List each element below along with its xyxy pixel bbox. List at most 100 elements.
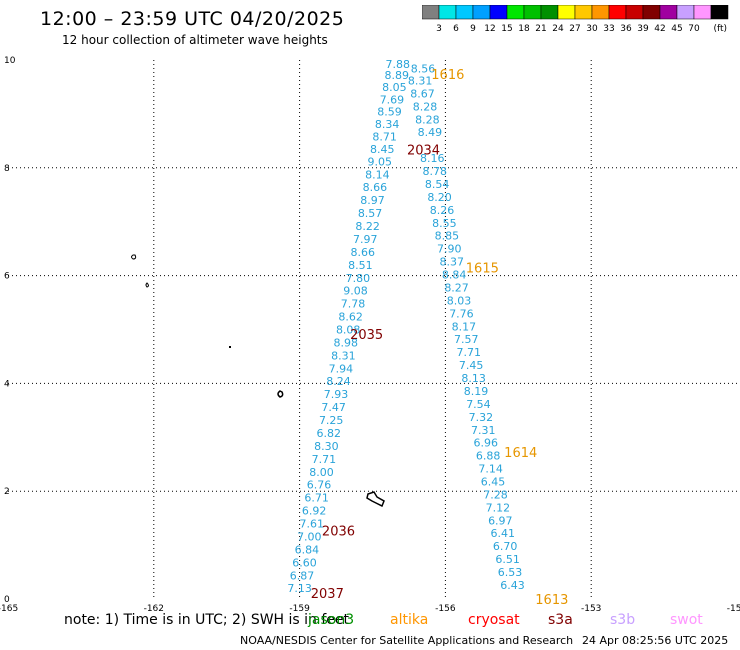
wave-height-label: 8.14 bbox=[365, 168, 390, 181]
wave-height-label: 8.08 bbox=[336, 324, 361, 337]
wave-height-label: 7.25 bbox=[319, 414, 344, 427]
legend-tick-label: 27 bbox=[569, 24, 580, 34]
pass-time-label: 2034 bbox=[407, 143, 440, 158]
lat-tick-label: 8 bbox=[4, 164, 10, 174]
lat-tick-label: 2 bbox=[4, 487, 10, 497]
wave-height-label: 6.60 bbox=[292, 556, 317, 569]
color-scale-legend: 3 6 9 12 15 18 21 24 27 30 33 36 39 42 45 70 (ft) bbox=[422, 5, 729, 34]
wave-height-label: 8.28 bbox=[413, 100, 438, 113]
island-outline bbox=[229, 346, 231, 348]
wave-height-label: 7.57 bbox=[454, 333, 479, 346]
wave-height-label: 8.49 bbox=[418, 126, 443, 139]
wave-height-label: 8.13 bbox=[461, 372, 486, 385]
legend-tick-label: 6 bbox=[453, 24, 459, 34]
wave-height-label: 7.97 bbox=[353, 233, 378, 246]
legend-swatch bbox=[642, 5, 661, 20]
wave-height-label: 7.13 bbox=[287, 582, 312, 595]
wave-height-label: 8.34 bbox=[375, 118, 400, 131]
islands bbox=[131, 254, 385, 508]
wave-height-label: 8.22 bbox=[355, 220, 380, 233]
wave-height-label: 8.28 bbox=[415, 113, 440, 126]
wave-height-label: 7.54 bbox=[466, 398, 491, 411]
lon-tick-label: -159 bbox=[289, 604, 310, 614]
legend-tick-label: 12 bbox=[484, 24, 495, 34]
legend-swatch bbox=[557, 5, 576, 20]
map-grid bbox=[8, 60, 737, 599]
wave-height-label: 8.97 bbox=[360, 194, 385, 207]
legend-tick-label: 9 bbox=[470, 24, 476, 34]
satellite-legend-item: s3b bbox=[610, 612, 636, 628]
wave-height-label: 8.85 bbox=[435, 230, 460, 243]
wave-height-label: 8.54 bbox=[425, 178, 450, 191]
wave-height-label: 8.78 bbox=[422, 165, 447, 178]
wave-height-label: 7.69 bbox=[380, 93, 405, 106]
footer-agency: NOAA/NESDIS Center for Satellite Applica… bbox=[240, 634, 574, 647]
satellite-legend-item: cryosat bbox=[468, 612, 520, 628]
wave-height-label: 7.12 bbox=[486, 501, 511, 514]
wave-height-label: 8.31 bbox=[408, 74, 433, 87]
wave-height-label: 7.00 bbox=[297, 530, 322, 543]
legend-swatch bbox=[676, 5, 695, 20]
track-group: 7.888.898.057.698.598.348.718.459.058.14… bbox=[287, 58, 440, 602]
legend-tick-label: 33 bbox=[603, 24, 614, 34]
legend-swatch bbox=[659, 5, 678, 20]
wave-height-label: 6.87 bbox=[290, 569, 315, 582]
wave-height-label: 8.57 bbox=[358, 207, 383, 220]
legend-swatch bbox=[438, 5, 457, 20]
wave-height-label: 6.88 bbox=[476, 450, 501, 463]
legend-swatch bbox=[489, 5, 508, 20]
island-outline bbox=[145, 282, 149, 288]
satellite-legend-item: swot bbox=[670, 612, 703, 628]
legend-tick-label: 70 bbox=[688, 24, 700, 34]
legend-swatch bbox=[710, 5, 729, 20]
pass-time-label: 2037 bbox=[311, 587, 344, 602]
legend-tick-label: 21 bbox=[535, 24, 546, 34]
footer-timestamp: 24 Apr 08:25:56 UTC 2025 bbox=[582, 634, 729, 647]
wave-height-label: 9.05 bbox=[368, 155, 393, 168]
legend-tick-label: 42 bbox=[654, 24, 665, 34]
wave-height-label: 7.61 bbox=[300, 518, 325, 531]
wave-height-label: 8.71 bbox=[372, 131, 397, 144]
wave-height-label: 8.17 bbox=[452, 320, 477, 333]
island-outline bbox=[131, 254, 137, 260]
page-subtitle: 12 hour collection of altimeter wave hei… bbox=[62, 33, 328, 47]
lat-tick-label: 10 bbox=[4, 56, 16, 66]
wave-height-label: 6.71 bbox=[304, 492, 329, 505]
lon-tick-label: -165 bbox=[0, 604, 18, 614]
wave-height-label: 8.16 bbox=[420, 152, 445, 165]
wave-height-label: 8.19 bbox=[464, 385, 489, 398]
legend-swatch bbox=[472, 5, 491, 20]
lon-tick-label: -150 bbox=[727, 604, 740, 614]
wave-height-label: 8.55 bbox=[432, 217, 457, 230]
wave-height-label: 6.41 bbox=[490, 527, 515, 540]
wave-height-label: 8.66 bbox=[363, 181, 388, 194]
wave-height-label: 8.84 bbox=[442, 269, 467, 282]
legend-swatch bbox=[591, 5, 610, 20]
legend-swatch bbox=[506, 5, 525, 20]
wave-height-label: 8.67 bbox=[410, 87, 435, 100]
island-outline bbox=[277, 390, 284, 398]
legend-swatch bbox=[608, 5, 627, 20]
wave-height-label: 7.32 bbox=[469, 411, 494, 424]
legend-tick-label: 30 bbox=[586, 24, 598, 34]
wave-height-label: 6.84 bbox=[295, 543, 320, 556]
wave-height-label: 8.37 bbox=[439, 256, 464, 269]
page-title: 12:00 – 23:59 UTC 04/20/2025 bbox=[40, 8, 345, 30]
legend-tick-label: 18 bbox=[518, 24, 530, 34]
pass-time-label: 1613 bbox=[535, 593, 568, 608]
wave-height-label: 7.31 bbox=[471, 424, 496, 437]
wave-height-label: 6.45 bbox=[481, 475, 506, 488]
wave-height-label: 8.20 bbox=[427, 191, 452, 204]
legend-tick-label: 24 bbox=[552, 24, 564, 34]
wave-height-label: 7.80 bbox=[346, 272, 371, 285]
satellite-legend-item: altika bbox=[390, 612, 429, 628]
lon-tick-label: -153 bbox=[581, 604, 601, 614]
wave-height-label: 8.51 bbox=[348, 259, 373, 272]
legend-swatch bbox=[523, 5, 542, 20]
wave-height-label: 6.70 bbox=[493, 540, 518, 553]
wave-height-label: 7.71 bbox=[312, 453, 337, 466]
wave-height-label: 7.78 bbox=[341, 298, 366, 311]
wave-height-label: 7.28 bbox=[483, 488, 508, 501]
wave-height-label: 8.59 bbox=[377, 106, 402, 119]
wave-height-label: 8.98 bbox=[334, 336, 359, 349]
